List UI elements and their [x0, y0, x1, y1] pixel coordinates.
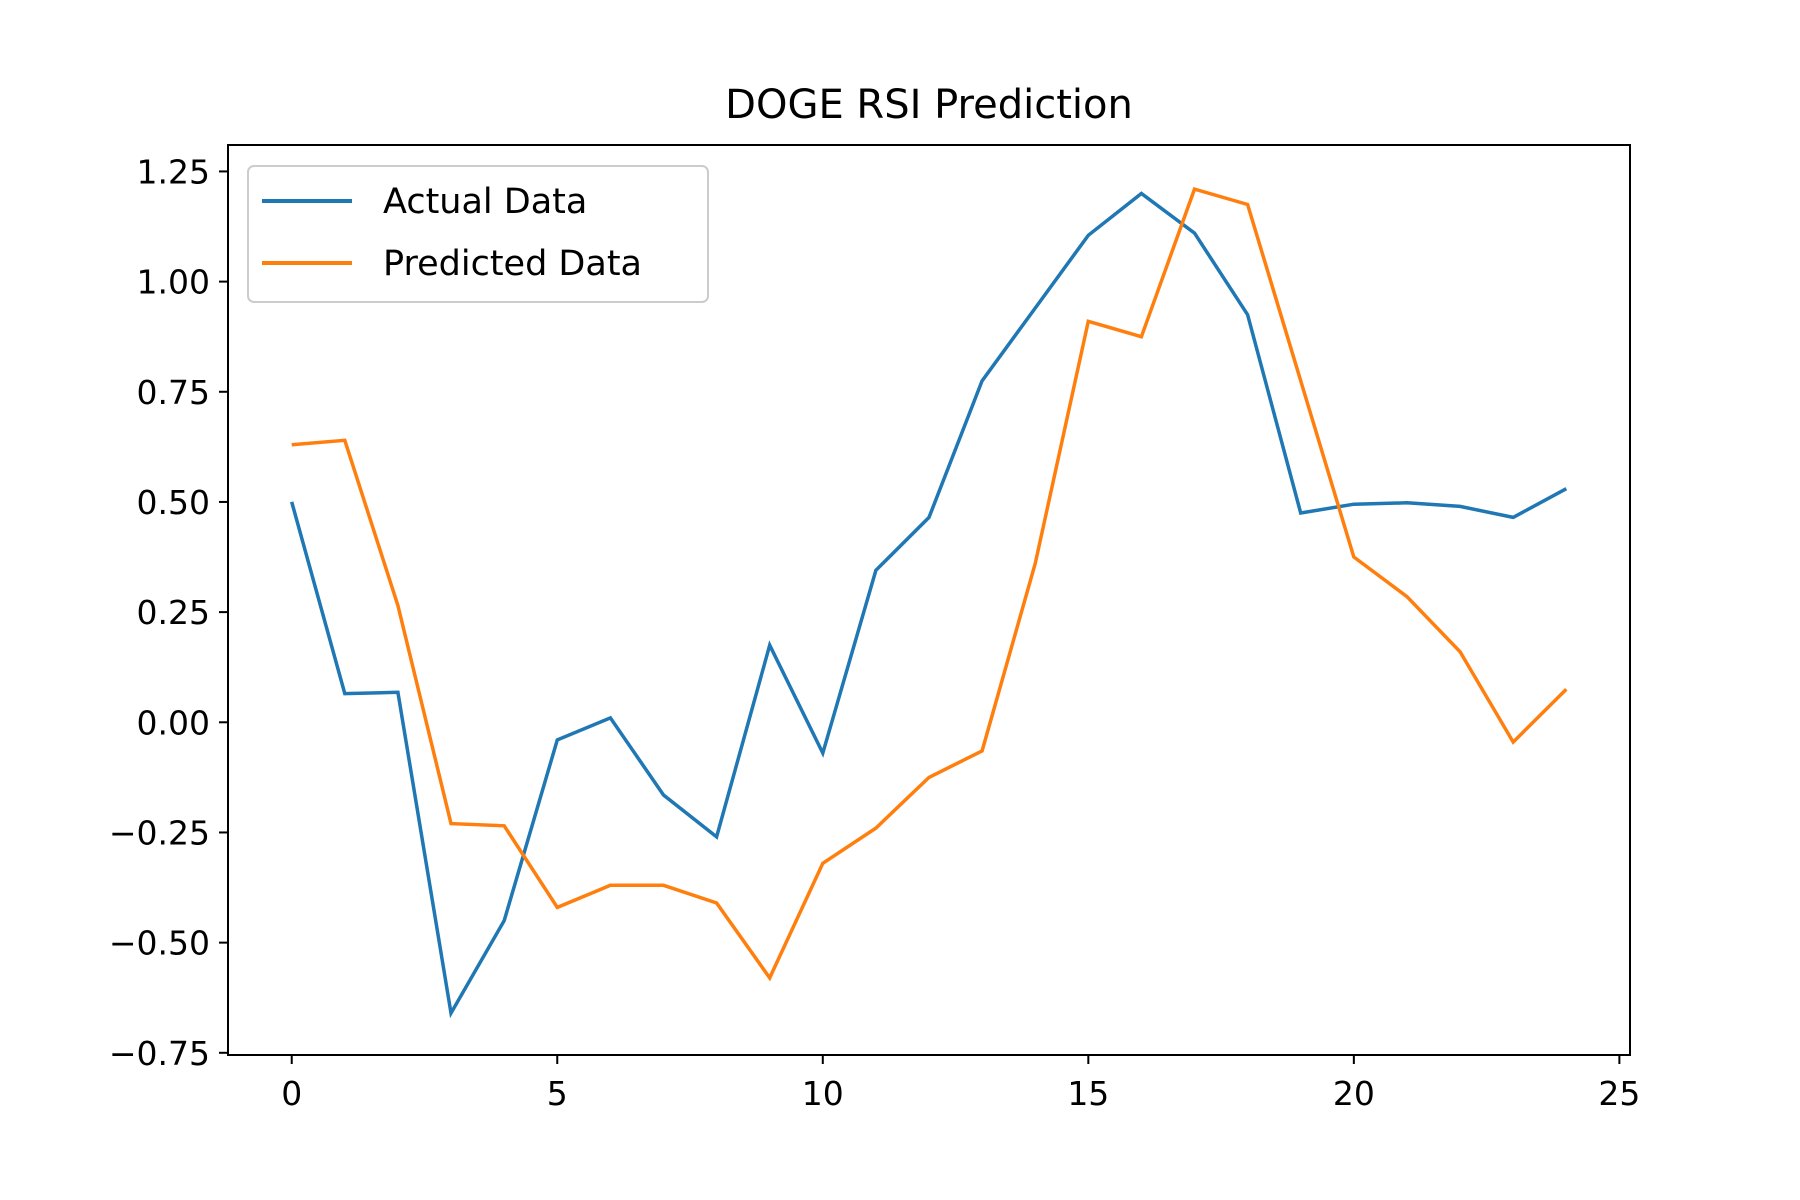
legend-label: Actual Data — [383, 182, 587, 222]
y-tick-label: 0.25 — [137, 593, 210, 632]
x-tick-label: 20 — [1333, 1074, 1375, 1113]
y-tick-label: 1.00 — [137, 263, 210, 302]
x-tick-label: 15 — [1067, 1074, 1109, 1113]
x-tick-label: 5 — [547, 1074, 568, 1113]
x-tick-label: 25 — [1598, 1074, 1640, 1113]
legend-box — [247, 165, 709, 303]
legend-label: Predicted Data — [383, 244, 642, 284]
chart-title: DOGE RSI Prediction — [725, 82, 1133, 128]
y-tick-label: −0.50 — [109, 924, 210, 963]
x-axis: 0 5 10 15 20 25 — [281, 1055, 1640, 1113]
y-tick-label: 0.75 — [137, 373, 210, 412]
y-tick-label: −0.25 — [109, 813, 210, 852]
y-tick-label: −0.75 — [109, 1034, 210, 1073]
x-tick-label: 10 — [802, 1074, 844, 1113]
series-line-actual — [290, 191, 1568, 1019]
plot-frame — [227, 144, 1631, 1056]
y-tick-label: 0.00 — [137, 703, 210, 742]
y-tick-label: 1.25 — [137, 152, 210, 191]
y-axis: 1.25 1.00 0.75 0.50 0.25 0.00 −0.25 −0.50 −0.75 — [109, 152, 228, 1073]
legend: Actual Data Predicted Data — [247, 165, 709, 303]
y-tick-label: 0.50 — [137, 483, 210, 522]
series-group — [290, 186, 1568, 1019]
x-tick-label: 0 — [281, 1074, 302, 1113]
series-line-predicted — [291, 186, 1568, 982]
